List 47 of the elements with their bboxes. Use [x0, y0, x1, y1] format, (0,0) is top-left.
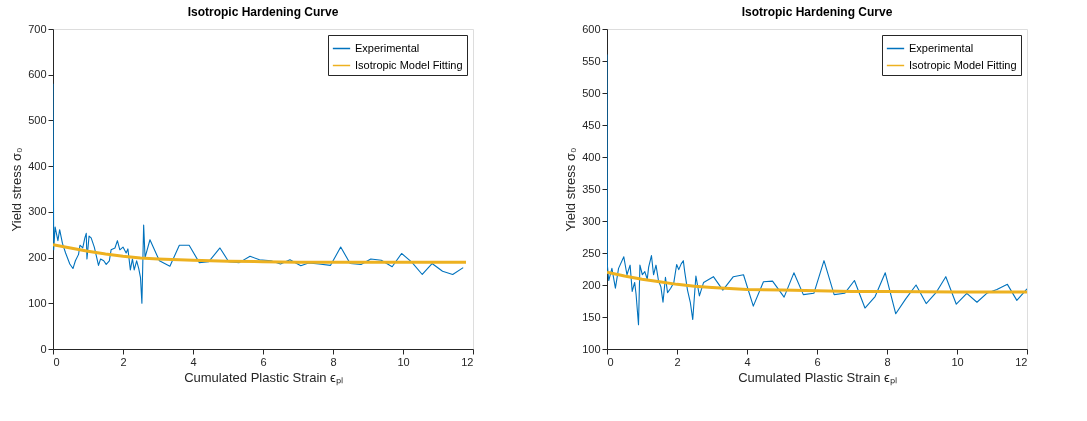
y-axis-title: Yield stress σ₀: [563, 147, 579, 232]
legend-label: Experimental: [909, 41, 974, 54]
chart-title: Isotropic Hardening Curve: [741, 5, 893, 19]
x-tick-label: 10: [951, 355, 964, 368]
line-series: [53, 83, 464, 304]
y-tick-label: 500: [582, 86, 601, 99]
y-tick-label: 100: [28, 296, 47, 309]
x-tick-label: 6: [814, 355, 821, 368]
y-tick-label: 700: [28, 22, 47, 35]
x-tick-label: 0: [607, 355, 614, 368]
x-tick-label: 2: [674, 355, 681, 368]
y-axis-title: Yield stress σ₀: [9, 147, 25, 232]
x-tick-label: 2: [120, 355, 127, 368]
y-tick-label: 550: [582, 54, 601, 67]
y-tick-label: 600: [28, 68, 47, 81]
x-tick-label: 6: [260, 355, 267, 368]
y-tick-label: 150: [582, 310, 601, 323]
x-tick-label: 4: [744, 355, 751, 368]
x-tick-label: 0: [53, 355, 60, 368]
line-series: [607, 54, 1027, 326]
y-tick-label: 200: [28, 251, 47, 264]
x-tick-label: 8: [330, 355, 337, 368]
line-series: [607, 270, 1027, 294]
x-tick-label: 12: [1015, 355, 1028, 368]
legend-label: Isotropic Model Fitting: [909, 58, 1017, 71]
x-tick-label: 4: [190, 355, 197, 368]
x-tick-label: 12: [461, 355, 474, 368]
x-tick-label: 8: [884, 355, 891, 368]
y-tick-label: 100: [582, 342, 601, 355]
y-tick-label: 300: [582, 214, 601, 227]
x-axis-title: Cumulated Plastic Strain ϵₚₗ: [738, 369, 897, 386]
legend-label: Experimental: [355, 41, 420, 54]
y-tick-label: 0: [40, 342, 47, 355]
y-tick-label: 500: [28, 113, 47, 126]
y-tick-label: 400: [28, 159, 47, 172]
chart-title: Isotropic Hardening Curve: [187, 5, 339, 19]
y-tick-label: 300: [28, 205, 47, 218]
y-tick-label: 200: [582, 278, 601, 291]
x-tick-label: 10: [397, 355, 410, 368]
legend-label: Isotropic Model Fitting: [355, 58, 463, 71]
y-tick-label: 250: [582, 246, 601, 259]
y-tick-label: 350: [582, 182, 601, 195]
y-tick-label: 400: [582, 150, 601, 163]
x-axis-title: Cumulated Plastic Strain ϵₚₗ: [184, 369, 343, 386]
y-tick-label: 600: [582, 22, 601, 35]
y-tick-label: 450: [582, 118, 601, 131]
line-series: [53, 243, 468, 264]
